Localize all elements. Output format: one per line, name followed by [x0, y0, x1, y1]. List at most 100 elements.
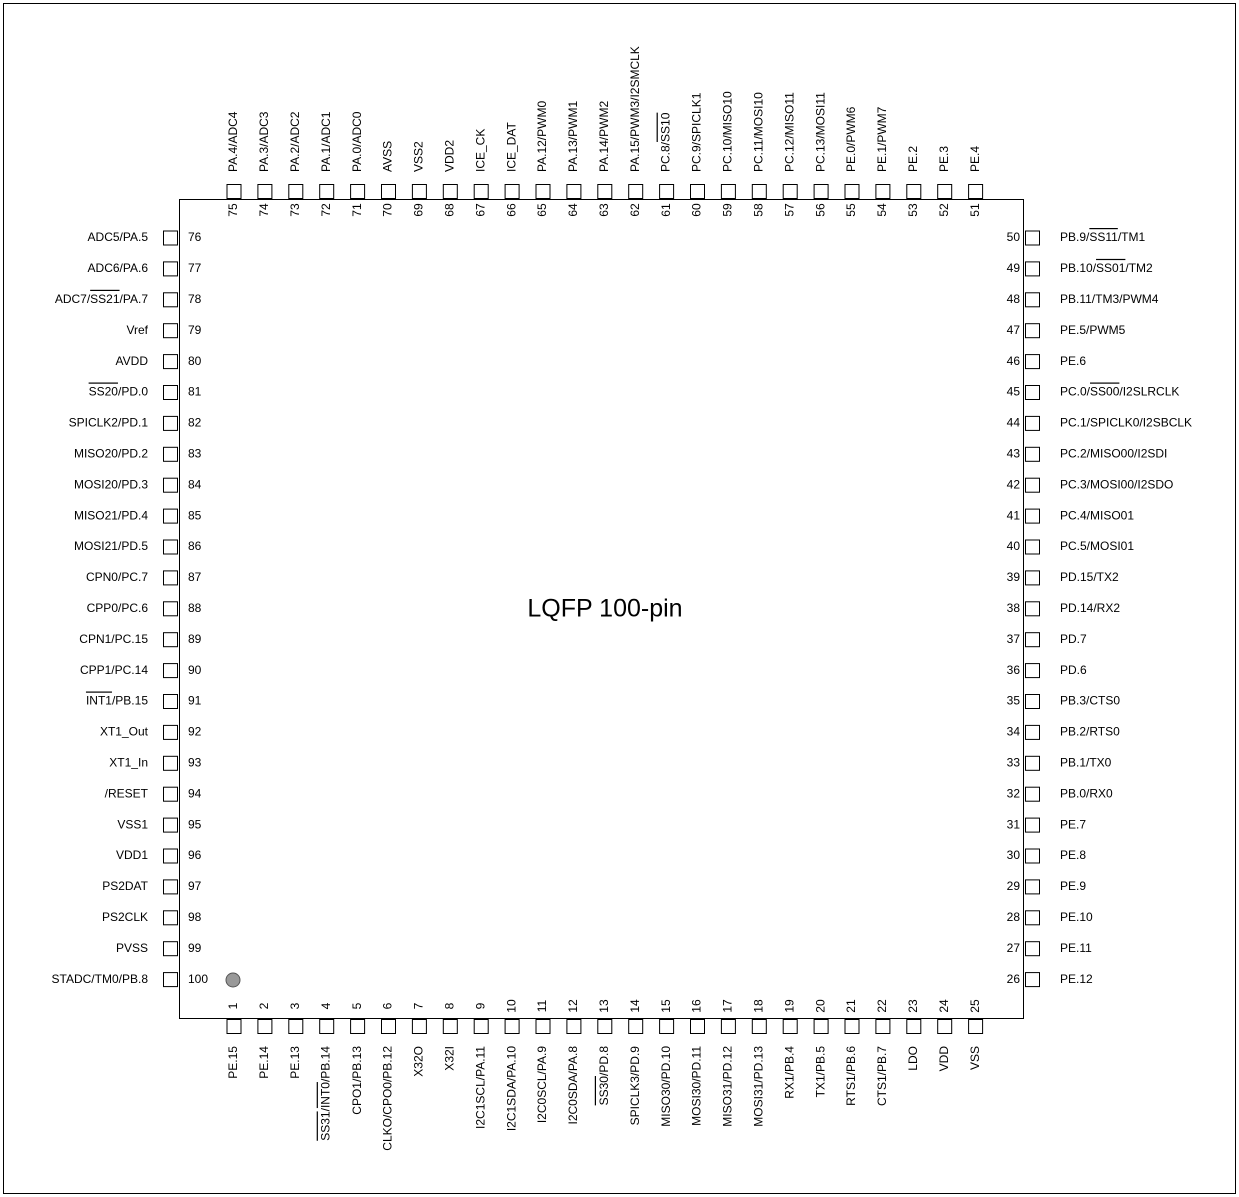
- label-part: /TM1: [1118, 230, 1146, 244]
- pin: [163, 879, 178, 895]
- pin-number: 100: [188, 972, 208, 986]
- pin: [1025, 601, 1040, 617]
- pin-label: CLKO/CPO0/PB.12: [381, 1046, 395, 1151]
- pin: [844, 184, 860, 199]
- pin-number: 76: [188, 230, 202, 244]
- pin-number: 15: [659, 999, 673, 1013]
- pin-label: MISO30/PD.10: [659, 1046, 673, 1127]
- pin: [163, 910, 178, 926]
- pin: [1025, 292, 1040, 308]
- pin-label: ADC6/PA.6: [88, 261, 149, 275]
- pin: [288, 1019, 304, 1034]
- pin-label: MOSI20/PD.3: [74, 477, 148, 491]
- pin: [163, 632, 178, 648]
- pin-label: RX1/PB.4: [782, 1046, 796, 1099]
- pin: [1025, 230, 1040, 246]
- pin-number: 21: [844, 999, 858, 1013]
- pin-number: 2: [257, 1002, 271, 1009]
- pin-number: 48: [1007, 292, 1021, 306]
- pin-number: 99: [188, 941, 202, 955]
- pin-label: PC.0/SS00/I2SLRCLK: [1060, 385, 1179, 399]
- pin: [751, 184, 767, 199]
- pin: [659, 1019, 675, 1034]
- pin-label: X32O: [412, 1046, 426, 1077]
- pin-label: VDD2: [442, 140, 456, 172]
- pin-number: 79: [188, 323, 202, 337]
- pin: [628, 184, 644, 199]
- pin: [163, 261, 178, 277]
- pin1-dot: [225, 972, 241, 988]
- pin: [690, 184, 705, 199]
- pin: [163, 601, 178, 617]
- pin-number: 63: [597, 203, 611, 217]
- pin-label: I2C0SDA/PA.8: [566, 1046, 580, 1125]
- pin-label: PE.7: [1060, 817, 1086, 831]
- pin-label: PD.14/RX2: [1060, 601, 1120, 615]
- pin-number: 3: [288, 1002, 302, 1009]
- pin: [720, 1019, 736, 1034]
- pin-number: 35: [1007, 694, 1021, 708]
- label-overline: SS01: [1096, 261, 1126, 275]
- pin-label: ICE_CK: [473, 129, 487, 172]
- pin-label: SPICLK2/PD.1: [69, 416, 149, 430]
- label-part: PC.0/: [1060, 385, 1091, 399]
- pin-number: 70: [381, 203, 395, 217]
- pin-number: 34: [1007, 725, 1021, 739]
- pin-label: AVDD: [116, 354, 149, 368]
- pin: [1025, 817, 1040, 833]
- pin: [1025, 539, 1040, 555]
- pin-number: 97: [188, 879, 202, 893]
- pin: [1025, 446, 1040, 462]
- pin-number: 1: [226, 1002, 240, 1009]
- pin: [628, 1019, 644, 1034]
- pin-number: 14: [628, 999, 642, 1013]
- pin-label: PB.3/CTS0: [1060, 694, 1120, 708]
- pin: [1025, 786, 1040, 802]
- pin: [937, 1019, 953, 1034]
- pin-number: 78: [188, 292, 202, 306]
- pin: [844, 1019, 860, 1034]
- pin-label: PE.1/PWM7: [875, 106, 889, 172]
- pin: [659, 184, 675, 199]
- pin-number: 23: [906, 999, 920, 1013]
- pin-number: 17: [721, 999, 735, 1013]
- label-part: /I2SLRCLK: [1119, 385, 1179, 399]
- pin-label: PC.5/MOSI01: [1060, 539, 1134, 553]
- pin-number: 44: [1007, 416, 1021, 430]
- pin-label: AVSS: [381, 141, 395, 172]
- pin-label: PE.6: [1060, 354, 1086, 368]
- pin: [163, 755, 178, 771]
- pin-label: LDO: [906, 1046, 920, 1071]
- pin-number: 9: [473, 1002, 487, 1009]
- pin: [1025, 385, 1040, 400]
- pin-number: 59: [721, 203, 735, 217]
- pin: [257, 1019, 273, 1034]
- pin-label: PA.13/PWM1: [566, 101, 580, 172]
- package-title: LQFP 100-pin: [527, 595, 682, 623]
- pin-label: I2C1SDA/PA.10: [504, 1046, 518, 1131]
- label-overline: SS30: [597, 1076, 611, 1106]
- pin-label: VDD: [937, 1046, 951, 1072]
- pin: [1025, 910, 1040, 926]
- pin-label: PE.5/PWM5: [1060, 323, 1126, 337]
- pin-number: 11: [535, 999, 549, 1012]
- pin: [968, 184, 984, 199]
- pin-number: 27: [1007, 941, 1021, 955]
- pin: [163, 323, 178, 339]
- pin: [163, 415, 178, 431]
- label-part: PC.8/: [659, 141, 673, 172]
- pin-label: PC.1/SPICLK0/I2SBCLK: [1060, 416, 1192, 430]
- pin-label: PE.4: [968, 146, 982, 172]
- pin: [163, 354, 178, 370]
- pin: [1025, 848, 1040, 864]
- pin-label: PC.10/MISO10: [721, 91, 735, 172]
- label-part: PB.9/: [1060, 230, 1090, 244]
- pin-label: MOSI21/PD.5: [74, 539, 148, 553]
- label-overline: INT0: [319, 1082, 333, 1108]
- label-part: ADC7/: [55, 292, 91, 306]
- label-part: /PB.14: [319, 1046, 333, 1082]
- pin-number: 66: [504, 203, 518, 217]
- label-overline: SS21: [90, 292, 120, 306]
- pin: [968, 1019, 984, 1034]
